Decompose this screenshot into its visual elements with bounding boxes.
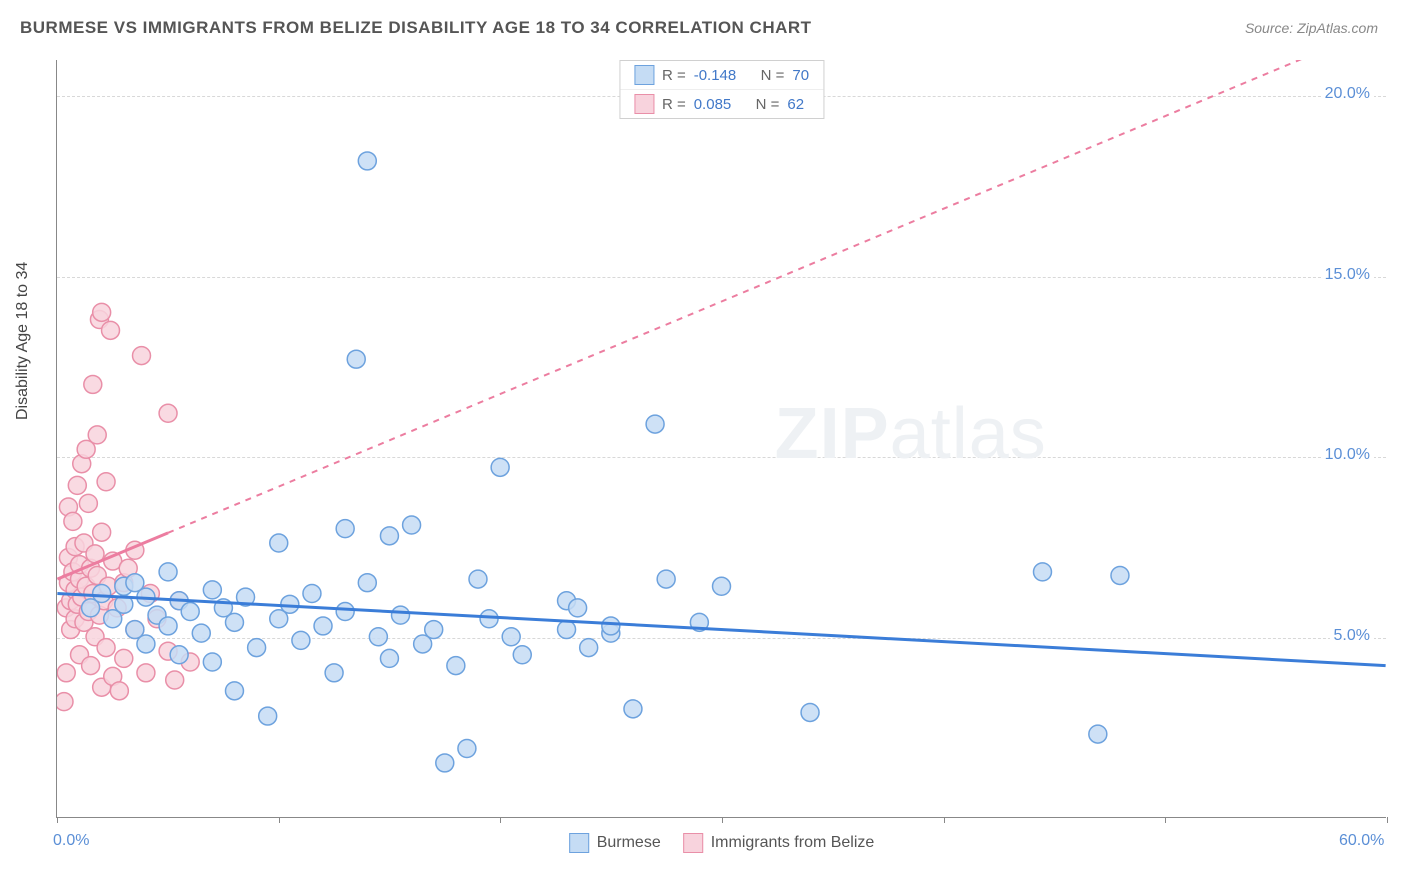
plot-area: ZIPatlas R = -0.148 N = 70 R = 0.085 N =… [56, 60, 1386, 818]
legend-row: R = -0.148 N = 70 [620, 61, 823, 89]
n-label: N = [756, 96, 780, 113]
swatch-icon [634, 94, 654, 114]
n-label: N = [761, 67, 785, 84]
legend-item: Immigrants from Belize [683, 833, 875, 853]
x-tick [279, 817, 280, 823]
scatter-plot-svg [57, 60, 1386, 817]
source-attribution: Source: ZipAtlas.com [1245, 20, 1378, 36]
r-label: R = [662, 67, 686, 84]
swatch-icon [569, 833, 589, 853]
n-value: 62 [787, 96, 804, 113]
r-value: -0.148 [694, 67, 737, 84]
series-legend: Burmese Immigrants from Belize [569, 833, 875, 853]
chart-title: BURMESE VS IMMIGRANTS FROM BELIZE DISABI… [20, 18, 812, 38]
legend-item: Burmese [569, 833, 661, 853]
x-tick [500, 817, 501, 823]
y-axis-label: Disability Age 18 to 34 [14, 262, 32, 420]
r-value: 0.085 [694, 96, 732, 113]
correlation-legend: R = -0.148 N = 70 R = 0.085 N = 62 [619, 60, 824, 119]
r-label: R = [662, 96, 686, 113]
swatch-icon [634, 65, 654, 85]
x-tick [57, 817, 58, 823]
x-tick [722, 817, 723, 823]
x-tick [1165, 817, 1166, 823]
n-value: 70 [792, 67, 809, 84]
legend-label: Immigrants from Belize [711, 834, 875, 852]
x-tick [944, 817, 945, 823]
legend-label: Burmese [597, 834, 661, 852]
x-tick-label: 0.0% [53, 832, 89, 850]
legend-row: R = 0.085 N = 62 [620, 89, 823, 118]
x-tick-label: 60.0% [1339, 832, 1384, 850]
swatch-icon [683, 833, 703, 853]
x-tick [1387, 817, 1388, 823]
